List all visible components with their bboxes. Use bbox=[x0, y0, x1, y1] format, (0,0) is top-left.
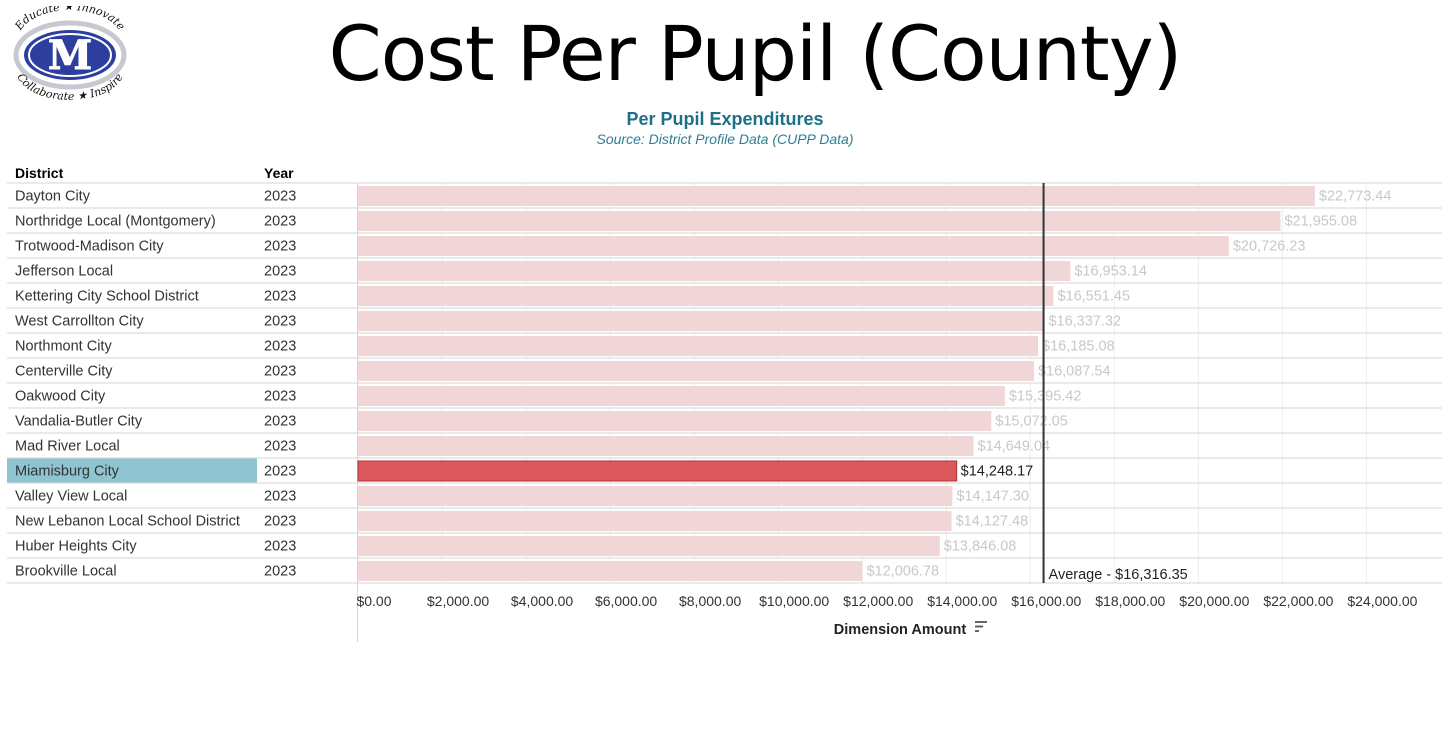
district-name[interactable]: Northridge Local (Montgomery) bbox=[15, 214, 216, 230]
year-cell: 2023 bbox=[264, 564, 296, 580]
chart-subtitle: Per Pupil Expenditures bbox=[626, 109, 824, 129]
x-axis-title: Dimension Amount bbox=[834, 622, 967, 638]
x-tick-label: $4,000.00 bbox=[511, 593, 573, 609]
bar-value-label: $12,006.78 bbox=[866, 564, 939, 580]
year-cell: 2023 bbox=[264, 439, 296, 455]
sort-icon[interactable] bbox=[975, 621, 987, 632]
bar[interactable] bbox=[358, 411, 992, 431]
district-name[interactable]: New Lebanon Local School District bbox=[15, 514, 240, 530]
district-logo: M Educate ★ Innovate Collaborate ★ Inspi… bbox=[12, 6, 128, 103]
column-header-district[interactable]: District bbox=[15, 165, 64, 181]
year-cell: 2023 bbox=[264, 464, 296, 480]
year-cell: 2023 bbox=[264, 239, 296, 255]
year-cell: 2023 bbox=[264, 489, 296, 505]
x-tick-label: $14,000.00 bbox=[927, 593, 997, 609]
x-tick-label: $16,000.00 bbox=[1011, 593, 1081, 609]
bar[interactable] bbox=[358, 211, 1281, 231]
district-name[interactable]: Mad River Local bbox=[15, 439, 120, 455]
year-cell: 2023 bbox=[264, 539, 296, 555]
district-name[interactable]: Jefferson Local bbox=[15, 264, 113, 280]
district-name[interactable]: Trotwood-Madison City bbox=[15, 239, 164, 255]
bar-value-label: $16,087.54 bbox=[1038, 364, 1111, 380]
bar-value-label: $14,147.30 bbox=[956, 489, 1029, 505]
year-cell: 2023 bbox=[264, 389, 296, 405]
district-name[interactable]: Huber Heights City bbox=[15, 539, 137, 555]
year-cell: 2023 bbox=[264, 189, 296, 205]
bar[interactable] bbox=[358, 536, 940, 556]
district-name[interactable]: Valley View Local bbox=[15, 489, 127, 505]
bar-value-label: $14,127.48 bbox=[956, 514, 1029, 530]
bar-value-label: $15,395.42 bbox=[1009, 389, 1082, 405]
bar-value-label: $16,551.45 bbox=[1057, 289, 1130, 305]
bar[interactable] bbox=[358, 361, 1034, 381]
bar-value-label: $16,185.08 bbox=[1042, 339, 1115, 355]
bar[interactable] bbox=[358, 561, 863, 581]
district-name[interactable]: Vandalia-Butler City bbox=[15, 414, 143, 430]
year-cell: 2023 bbox=[264, 264, 296, 280]
x-tick-label: $22,000.00 bbox=[1263, 593, 1333, 609]
logo-letter: M bbox=[48, 32, 92, 79]
bar-value-label: $14,248.17 bbox=[961, 464, 1034, 480]
column-header-year[interactable]: Year bbox=[264, 165, 294, 181]
bar[interactable] bbox=[358, 261, 1071, 281]
district-name[interactable]: Northmont City bbox=[15, 339, 112, 355]
bar-value-label: $16,337.32 bbox=[1048, 314, 1121, 330]
x-tick-label: $6,000.00 bbox=[595, 593, 657, 609]
bar-value-label: $15,072.05 bbox=[995, 414, 1068, 430]
selected-row-highlight[interactable] bbox=[7, 458, 257, 483]
bar-value-label: $22,773.44 bbox=[1319, 189, 1392, 205]
district-name[interactable]: Miamisburg City bbox=[15, 464, 120, 480]
x-tick-label: $8,000.00 bbox=[679, 593, 741, 609]
bar-value-label: $14,649.04 bbox=[978, 439, 1051, 455]
page-title: Cost Per Pupil (County) bbox=[328, 9, 1183, 98]
bar[interactable] bbox=[358, 486, 953, 506]
bar[interactable] bbox=[358, 336, 1039, 356]
x-tick-label: $12,000.00 bbox=[843, 593, 913, 609]
bar[interactable] bbox=[358, 186, 1315, 206]
year-cell: 2023 bbox=[264, 364, 296, 380]
x-tick-label: $2,000.00 bbox=[427, 593, 489, 609]
x-tick-label: $10,000.00 bbox=[759, 593, 829, 609]
district-name[interactable]: Centerville City bbox=[15, 364, 113, 380]
year-cell: 2023 bbox=[264, 289, 296, 305]
bar[interactable] bbox=[358, 386, 1005, 406]
bar[interactable] bbox=[357, 460, 958, 482]
logo-inner-oval bbox=[24, 30, 116, 80]
bar[interactable] bbox=[358, 286, 1054, 306]
district-name[interactable]: West Carrollton City bbox=[15, 314, 144, 330]
year-cell: 2023 bbox=[264, 339, 296, 355]
bar[interactable] bbox=[358, 311, 1045, 331]
bar-value-label: $13,846.08 bbox=[944, 539, 1017, 555]
district-name[interactable]: Brookville Local bbox=[15, 564, 117, 580]
year-cell: 2023 bbox=[264, 214, 296, 230]
x-tick-label: $0.00 bbox=[356, 593, 391, 609]
x-tick-label: $20,000.00 bbox=[1179, 593, 1249, 609]
bar-value-label: $21,955.08 bbox=[1284, 214, 1357, 230]
bar-value-label: $16,953.14 bbox=[1074, 264, 1147, 280]
year-cell: 2023 bbox=[264, 514, 296, 530]
bar[interactable] bbox=[358, 511, 952, 531]
data-source: Source: District Profile Data (CUPP Data… bbox=[596, 131, 854, 147]
district-name[interactable]: Dayton City bbox=[15, 189, 91, 205]
year-cell: 2023 bbox=[264, 314, 296, 330]
district-name[interactable]: Oakwood City bbox=[15, 389, 106, 405]
bar-value-label: $20,726.23 bbox=[1233, 239, 1306, 255]
average-label: Average - $16,316.35 bbox=[1049, 567, 1188, 583]
bar[interactable] bbox=[358, 236, 1229, 256]
x-tick-label: $24,000.00 bbox=[1347, 593, 1417, 609]
x-tick-label: $18,000.00 bbox=[1095, 593, 1165, 609]
year-cell: 2023 bbox=[264, 414, 296, 430]
bar[interactable] bbox=[358, 436, 974, 456]
district-name[interactable]: Kettering City School District bbox=[15, 289, 199, 305]
